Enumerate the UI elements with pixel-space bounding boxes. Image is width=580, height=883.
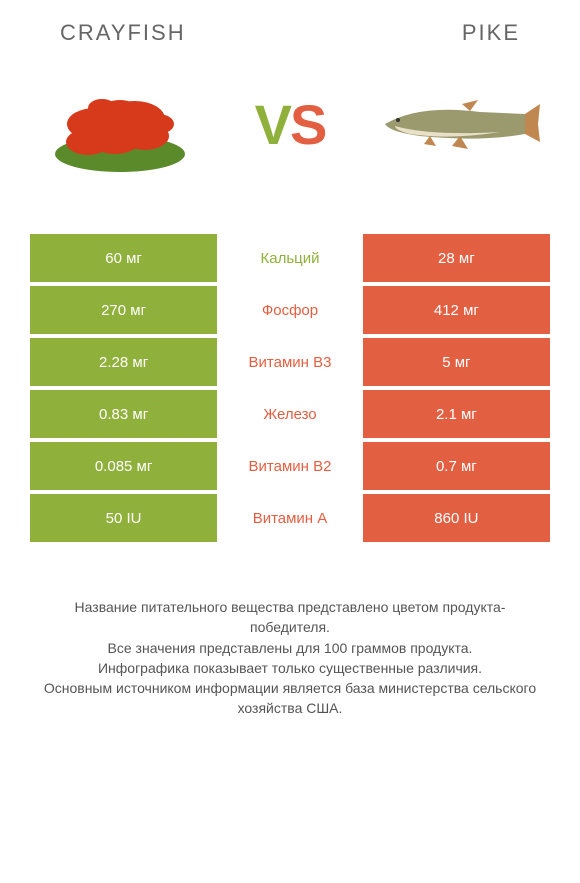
table-row: 2.28 мгВитамин B35 мг bbox=[30, 338, 550, 386]
nutrient-label-cell: Железо bbox=[217, 390, 363, 438]
note-line: Основным источником информации является … bbox=[40, 678, 540, 719]
comparison-table: 60 мгКальций28 мг270 мгФосфор412 мг2.28 … bbox=[30, 234, 550, 542]
vs-label: VS bbox=[255, 92, 326, 157]
left-food-title: Crayfish bbox=[60, 20, 186, 46]
right-value-cell: 28 мг bbox=[363, 234, 550, 282]
nutrient-label-cell: Кальций bbox=[217, 234, 363, 282]
right-value-cell: 2.1 мг bbox=[363, 390, 550, 438]
note-line: Инфографика показывает только существенн… bbox=[40, 658, 540, 678]
left-value-cell: 0.83 мг bbox=[30, 390, 217, 438]
note-line: Все значения представлены для 100 граммо… bbox=[40, 638, 540, 658]
table-row: 50 IUВитамин A860 IU bbox=[30, 494, 550, 542]
footer-notes: Название питательного вещества представл… bbox=[30, 597, 550, 719]
nutrient-label-cell: Фосфор bbox=[217, 286, 363, 334]
right-value-cell: 0.7 мг bbox=[363, 442, 550, 490]
nutrient-label-cell: Витамин B2 bbox=[217, 442, 363, 490]
left-value-cell: 2.28 мг bbox=[30, 338, 217, 386]
nutrient-label-cell: Витамин B3 bbox=[217, 338, 363, 386]
header: Crayfish Pike bbox=[30, 20, 550, 46]
nutrient-label-cell: Витамин A bbox=[217, 494, 363, 542]
crayfish-image bbox=[40, 64, 200, 184]
left-value-cell: 0.085 мг bbox=[30, 442, 217, 490]
table-row: 270 мгФосфор412 мг bbox=[30, 286, 550, 334]
left-value-cell: 60 мг bbox=[30, 234, 217, 282]
right-value-cell: 5 мг bbox=[363, 338, 550, 386]
vs-s: S bbox=[290, 93, 325, 156]
table-row: 0.085 мгВитамин B20.7 мг bbox=[30, 442, 550, 490]
right-value-cell: 860 IU bbox=[363, 494, 550, 542]
pike-image bbox=[380, 64, 540, 184]
left-value-cell: 50 IU bbox=[30, 494, 217, 542]
right-food-title: Pike bbox=[462, 20, 520, 46]
note-line: Название питательного вещества представл… bbox=[40, 597, 540, 638]
images-row: VS bbox=[30, 64, 550, 184]
vs-v: V bbox=[255, 93, 290, 156]
right-value-cell: 412 мг bbox=[363, 286, 550, 334]
left-value-cell: 270 мг bbox=[30, 286, 217, 334]
table-row: 0.83 мгЖелезо2.1 мг bbox=[30, 390, 550, 438]
table-row: 60 мгКальций28 мг bbox=[30, 234, 550, 282]
